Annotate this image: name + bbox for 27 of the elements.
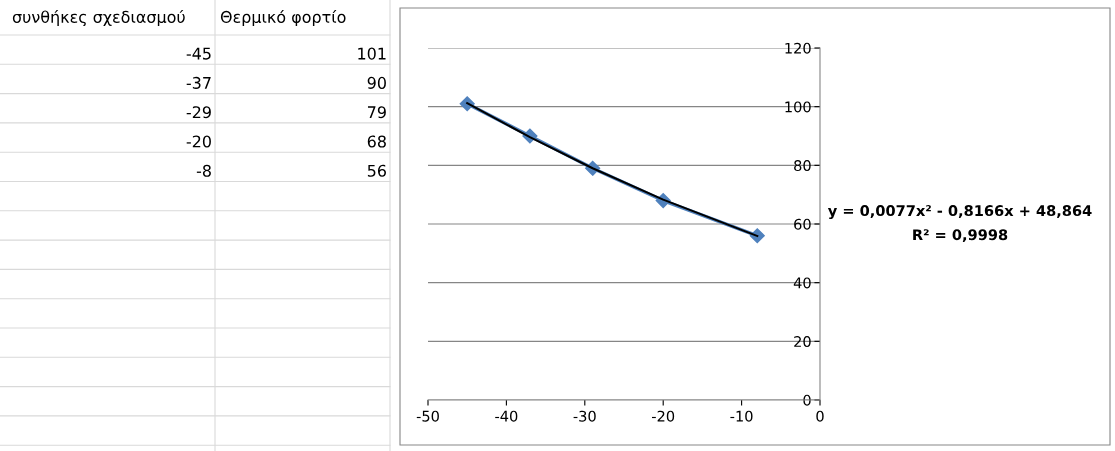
y-tick-label: 0 — [803, 394, 811, 406]
text: συνθήκες σχεδιασμού — [12, 9, 185, 27]
y-tick-label: 40 — [793, 277, 811, 289]
text: 101 — [358, 47, 386, 60]
y-tick-label: 120 — [785, 42, 811, 54]
text: -29 — [186, 106, 211, 119]
text: 79 — [367, 106, 386, 119]
y-tick-label: 20 — [794, 336, 811, 348]
text: y = 0,0077x² - 0,8166x + 48,864 — [827, 205, 1092, 220]
text: 56 — [367, 164, 386, 177]
x-tick-label: -10 — [730, 410, 753, 422]
text: -37 — [186, 76, 211, 89]
x-tick-label: -30 — [573, 410, 596, 422]
x-tick-label: 0 — [816, 410, 824, 422]
text: -45 — [186, 47, 211, 60]
text: 68 — [367, 135, 386, 148]
text: Θερμικό φορτίο — [220, 9, 346, 27]
x-tick-label: -40 — [495, 410, 518, 422]
text: -8 — [196, 164, 211, 177]
y-tick-label: 60 — [794, 218, 811, 230]
text: R² = 0,9998 — [913, 229, 1008, 243]
y-tick-label: 100 — [785, 101, 811, 113]
text: -20 — [186, 135, 211, 148]
x-tick-label: -50 — [416, 410, 439, 422]
text: 90 — [367, 76, 386, 89]
y-tick-label: 80 — [794, 160, 811, 172]
x-tick-label: -20 — [652, 410, 675, 422]
